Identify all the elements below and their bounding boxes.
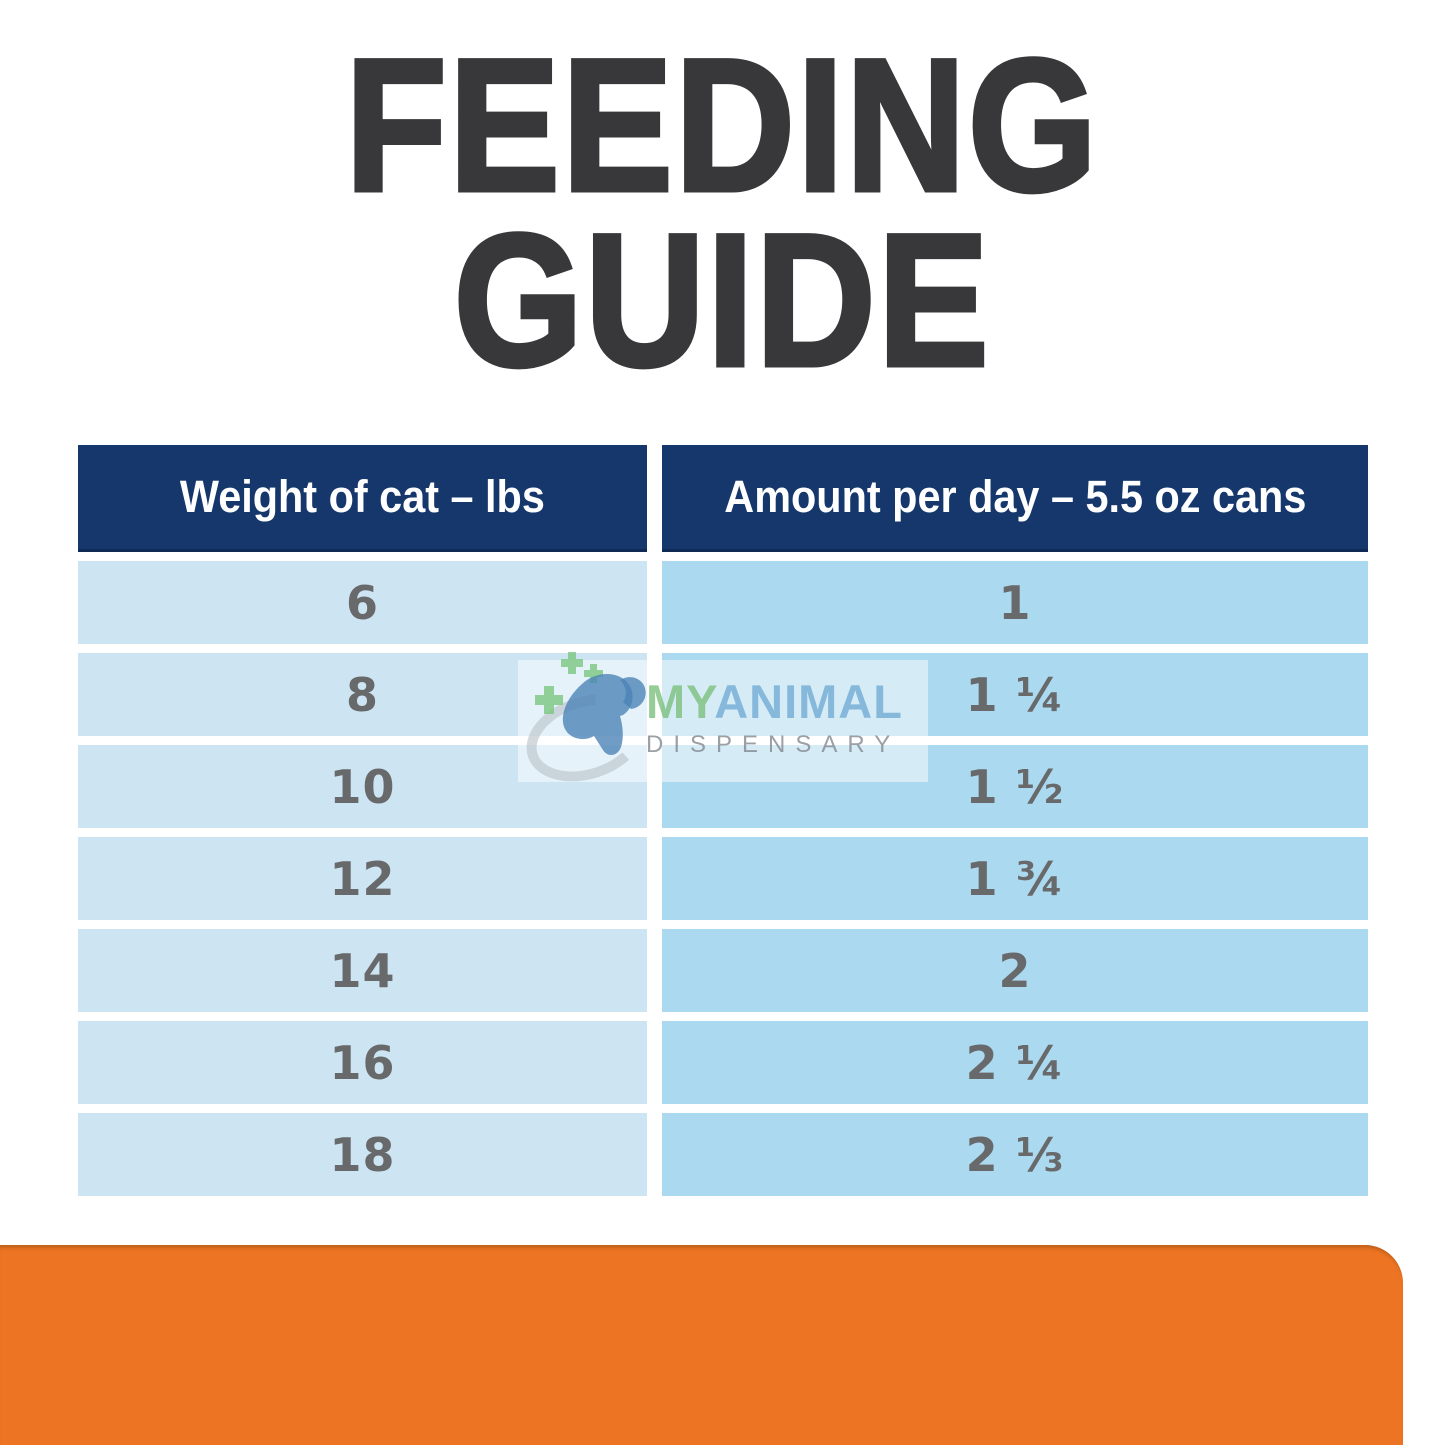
table-body: 6 1 8 1 ¼ 10 1 ½ 12 1 ¾ 14 2 16 2 ¼ 18 2… [78,561,1368,1196]
weight-cell: 14 [78,929,647,1012]
col-header-weight-label: Weight of cat – lbs [180,471,545,522]
weight-cell: 10 [78,745,647,828]
brand-my: MY [646,675,715,728]
weight-cell: 16 [78,1021,647,1104]
amount-cell: 2 [662,929,1368,1012]
col-header-amount-label: Amount per day – 5.5 oz cans [723,471,1307,522]
table-row: 12 1 ¾ [78,837,1368,920]
amount-cell: 1 [662,561,1368,644]
weight-cell: 6 [78,561,647,644]
cross-icons [535,652,603,714]
feeding-table: Weight of cat – lbs Amount per day – 5.5… [78,445,1368,1205]
brand-animal: ANIMAL [714,675,903,728]
amount-cell: 2 ⅓ [662,1113,1368,1196]
title-line-1: FEEDING [343,20,1100,230]
title-line-2: GUIDE [452,194,992,405]
table-row: 14 2 [78,929,1368,1012]
watermark: MYANIMAL DISPENSARY [518,652,928,782]
dog-head-icon [562,673,646,756]
table-row: 16 2 ¼ [78,1021,1368,1104]
watermark-text: MYANIMAL DISPENSARY [646,678,903,759]
dog-head-logo-icon [526,652,646,782]
watermark-subtitle: DISPENSARY [646,731,901,758]
col-header-weight: Weight of cat – lbs [78,445,647,552]
bottom-orange-bar [0,1245,1403,1445]
col-header-amount: Amount per day – 5.5 oz cans [662,445,1368,552]
amount-cell: 2 ¼ [662,1021,1368,1104]
table-row: 6 1 [78,561,1368,644]
weight-cell: 12 [78,837,647,920]
page-title: FEEDING GUIDE [87,20,1359,405]
amount-cell: 1 ¾ [662,837,1368,920]
table-row: 18 2 ⅓ [78,1113,1368,1196]
weight-cell: 18 [78,1113,647,1196]
watermark-brand: MYANIMAL [646,678,903,725]
table-header-row: Weight of cat – lbs Amount per day – 5.5… [78,445,1368,552]
